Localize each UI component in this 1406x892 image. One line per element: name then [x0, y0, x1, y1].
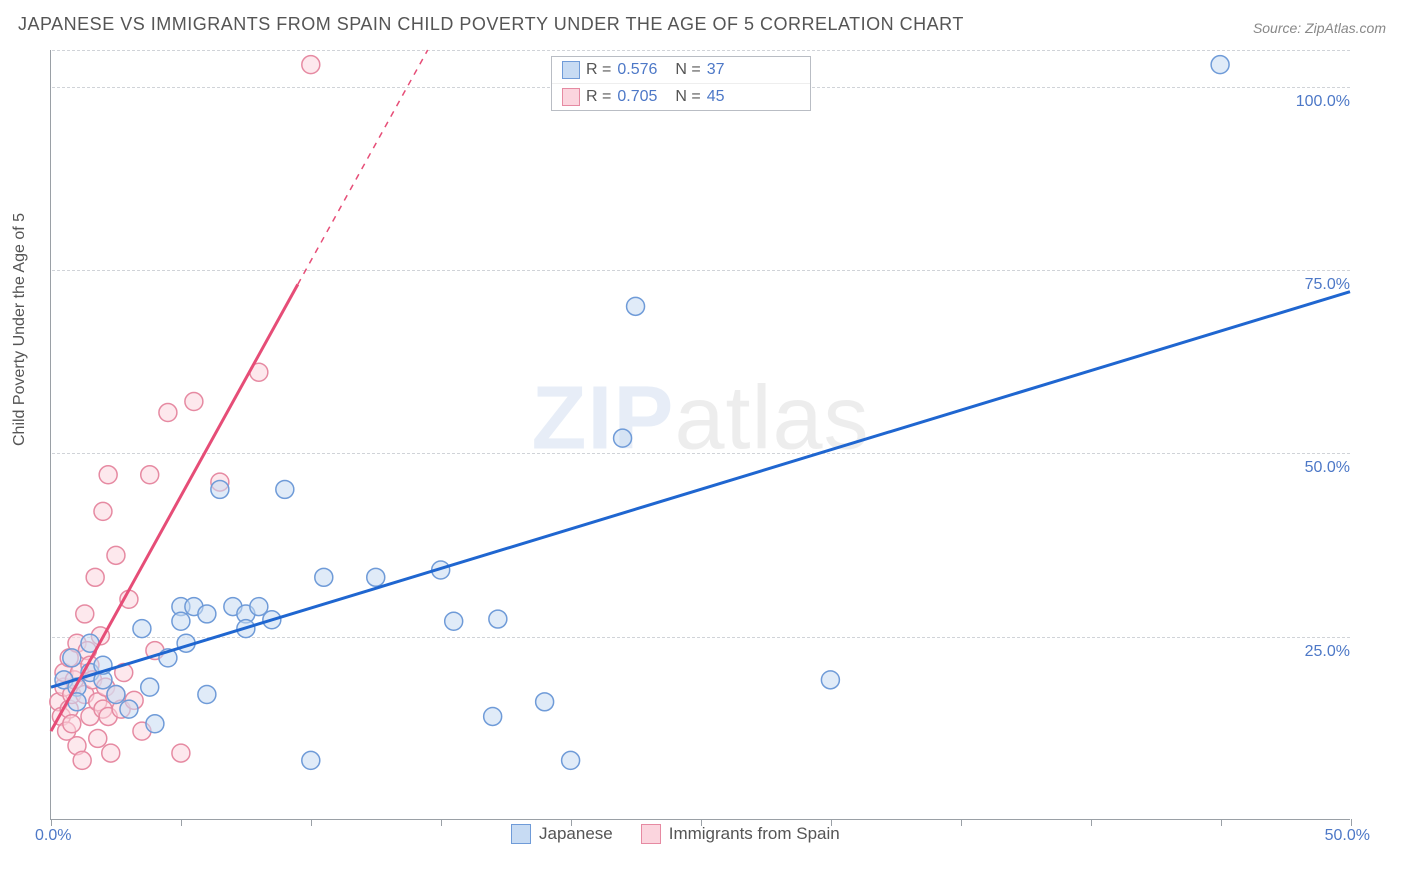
data-point	[1211, 56, 1229, 74]
data-point	[489, 610, 507, 628]
legend-item-japanese: Japanese	[511, 824, 613, 844]
data-point	[120, 700, 138, 718]
data-point	[141, 466, 159, 484]
data-point	[302, 56, 320, 74]
swatch-japanese	[562, 61, 580, 79]
data-point	[367, 568, 385, 586]
data-point	[614, 429, 632, 447]
data-point	[198, 605, 216, 623]
trend-line-dashed	[298, 50, 428, 284]
data-point	[86, 568, 104, 586]
data-point	[536, 693, 554, 711]
x-axis-label-min: 0.0%	[35, 827, 71, 845]
data-point	[94, 502, 112, 520]
x-axis-label-max: 50.0%	[1325, 827, 1370, 845]
n-value-a: 37	[707, 61, 725, 79]
data-point	[315, 568, 333, 586]
data-point	[627, 297, 645, 315]
data-point	[146, 715, 164, 733]
n-label: N =	[675, 61, 700, 79]
data-point	[141, 678, 159, 696]
legend-row-a: R = 0.576 N = 37	[552, 57, 810, 83]
correlation-legend: R = 0.576 N = 37 R = 0.705 N = 45	[551, 56, 811, 111]
data-point	[562, 751, 580, 769]
chart-container: JAPANESE VS IMMIGRANTS FROM SPAIN CHILD …	[0, 0, 1406, 892]
y-axis-label: Child Poverty Under the Age of 5	[11, 213, 29, 446]
data-point	[76, 605, 94, 623]
legend-item-spain: Immigrants from Spain	[641, 824, 840, 844]
source-label: Source: ZipAtlas.com	[1253, 20, 1386, 36]
data-point	[73, 751, 91, 769]
data-point	[99, 466, 117, 484]
n-value-b: 45	[707, 88, 725, 106]
data-point	[198, 686, 216, 704]
data-point	[821, 671, 839, 689]
data-point	[133, 620, 151, 638]
r-label: R =	[586, 88, 611, 106]
data-point	[302, 751, 320, 769]
data-point	[107, 686, 125, 704]
plot-area: ZIPatlas 25.0%50.0%75.0%100.0% 0.0% 50.0…	[50, 50, 1350, 820]
plot-svg	[51, 50, 1350, 819]
series-legend: Japanese Immigrants from Spain	[511, 824, 840, 844]
r-value-a: 0.576	[617, 61, 669, 79]
data-point	[172, 612, 190, 630]
r-label: R =	[586, 61, 611, 79]
data-point	[159, 404, 177, 422]
n-label: N =	[675, 88, 700, 106]
data-point	[63, 649, 81, 667]
data-point	[445, 612, 463, 630]
data-point	[172, 744, 190, 762]
data-point	[102, 744, 120, 762]
chart-title: JAPANESE VS IMMIGRANTS FROM SPAIN CHILD …	[18, 14, 964, 35]
data-point	[107, 546, 125, 564]
trend-line-a	[51, 292, 1350, 687]
legend-spain-label: Immigrants from Spain	[669, 824, 840, 844]
data-point	[211, 480, 229, 498]
data-point	[63, 715, 81, 733]
legend-row-b: R = 0.705 N = 45	[552, 83, 810, 110]
swatch-japanese-icon	[511, 824, 531, 844]
legend-japanese-label: Japanese	[539, 824, 613, 844]
data-point	[276, 480, 294, 498]
swatch-spain-icon	[641, 824, 661, 844]
r-value-b: 0.705	[617, 88, 669, 106]
data-point	[185, 393, 203, 411]
data-point	[484, 707, 502, 725]
data-point	[89, 729, 107, 747]
swatch-spain	[562, 88, 580, 106]
